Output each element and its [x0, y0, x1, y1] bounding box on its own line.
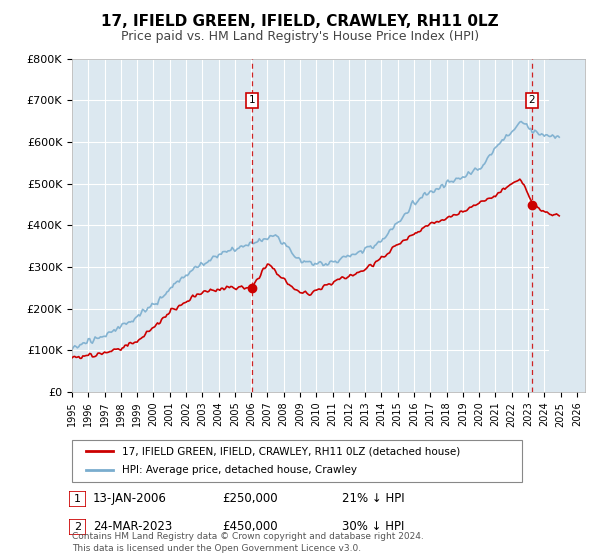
Text: 17, IFIELD GREEN, IFIELD, CRAWLEY, RH11 0LZ (detached house): 17, IFIELD GREEN, IFIELD, CRAWLEY, RH11 …	[121, 446, 460, 456]
Text: 24-MAR-2023: 24-MAR-2023	[93, 520, 172, 534]
Text: 1: 1	[248, 95, 255, 105]
Text: 2: 2	[74, 522, 81, 532]
Text: £250,000: £250,000	[222, 492, 278, 506]
Text: 21% ↓ HPI: 21% ↓ HPI	[342, 492, 404, 506]
Text: 1: 1	[74, 494, 81, 504]
Text: Contains HM Land Registry data © Crown copyright and database right 2024.
This d: Contains HM Land Registry data © Crown c…	[72, 533, 424, 553]
Text: 13-JAN-2006: 13-JAN-2006	[93, 492, 167, 506]
Text: 17, IFIELD GREEN, IFIELD, CRAWLEY, RH11 0LZ: 17, IFIELD GREEN, IFIELD, CRAWLEY, RH11 …	[101, 14, 499, 29]
FancyBboxPatch shape	[69, 491, 86, 507]
FancyBboxPatch shape	[72, 440, 522, 482]
Text: HPI: Average price, detached house, Crawley: HPI: Average price, detached house, Craw…	[121, 465, 356, 475]
Text: 30% ↓ HPI: 30% ↓ HPI	[342, 520, 404, 534]
Bar	[549, 59, 600, 392]
Text: 2: 2	[529, 95, 535, 105]
Text: Price paid vs. HM Land Registry's House Price Index (HPI): Price paid vs. HM Land Registry's House …	[121, 30, 479, 43]
FancyBboxPatch shape	[69, 519, 86, 535]
Text: £450,000: £450,000	[222, 520, 278, 534]
